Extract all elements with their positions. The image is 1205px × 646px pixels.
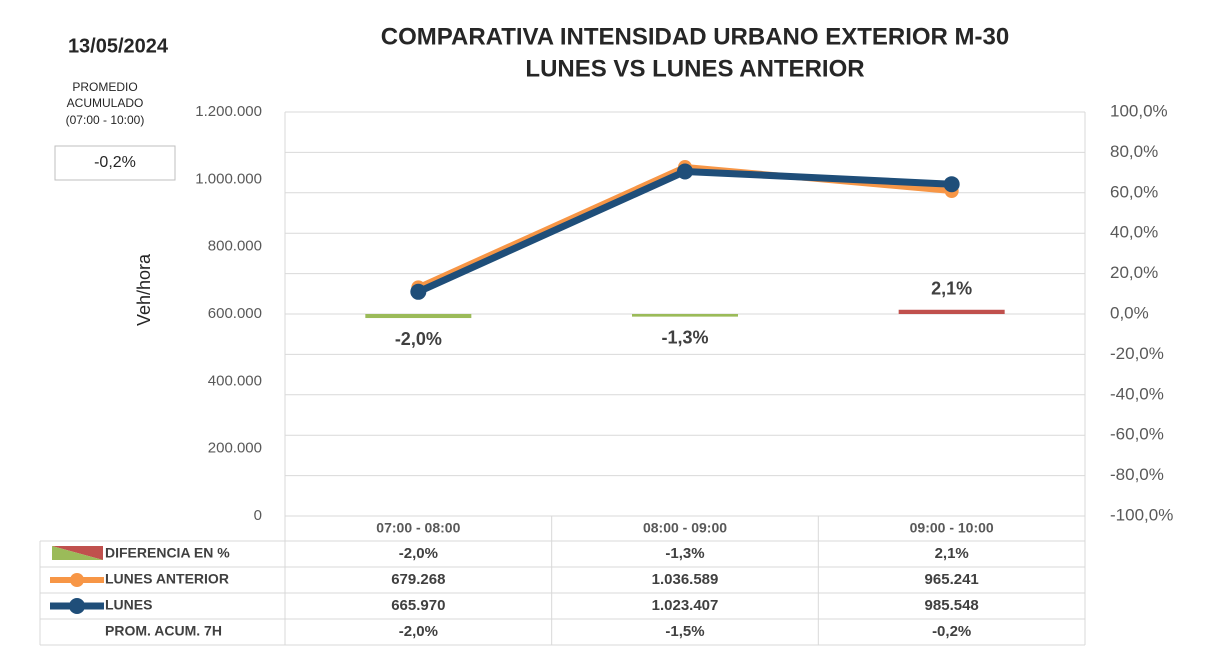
marker bbox=[943, 176, 960, 193]
legend-label: LUNES bbox=[105, 597, 152, 613]
x-tick-label: 07:00 - 08:00 bbox=[376, 520, 460, 536]
x-tick-label: 09:00 - 10:00 bbox=[910, 520, 994, 536]
data-label: 2,1% bbox=[931, 279, 972, 299]
table-cell: -1,5% bbox=[665, 623, 704, 640]
y-tick-label: 200.000 bbox=[208, 440, 262, 457]
table-cell: 679.268 bbox=[391, 571, 445, 588]
legend-label: DIFERENCIA EN % bbox=[105, 545, 230, 561]
legend-key bbox=[69, 598, 85, 614]
summary-label: PROMEDIO bbox=[72, 80, 137, 94]
x-tick-label: 08:00 - 09:00 bbox=[643, 520, 727, 536]
table-cell: 965.241 bbox=[925, 571, 979, 588]
chart-title: COMPARATIVA INTENSIDAD URBANO EXTERIOR M… bbox=[381, 23, 1009, 50]
chart-title: LUNES VS LUNES ANTERIOR bbox=[525, 55, 864, 82]
y2-tick-label: 80,0% bbox=[1110, 142, 1158, 161]
table-cell: 665.970 bbox=[391, 597, 445, 614]
data-label: -2,0% bbox=[395, 329, 442, 349]
legend-key bbox=[52, 546, 103, 560]
y-tick-label: 0 bbox=[254, 507, 262, 524]
data-label: -1,3% bbox=[661, 327, 708, 347]
table-cell: 2,1% bbox=[935, 545, 969, 562]
y-tick-label: 1.000.000 bbox=[195, 170, 262, 187]
marker bbox=[410, 283, 427, 300]
legend-label: LUNES ANTERIOR bbox=[105, 571, 229, 587]
y-axis-title: Veh/hora bbox=[134, 253, 154, 326]
legend-key bbox=[70, 573, 84, 587]
y2-tick-label: -80,0% bbox=[1110, 465, 1164, 484]
y2-tick-label: 100,0% bbox=[1110, 101, 1168, 120]
y2-tick-label: 0,0% bbox=[1110, 303, 1149, 322]
table-cell: 985.548 bbox=[925, 597, 979, 614]
summary-label: ACUMULADO bbox=[67, 96, 144, 110]
y2-tick-label: 40,0% bbox=[1110, 223, 1158, 242]
y2-tick-label: -60,0% bbox=[1110, 425, 1164, 444]
y-tick-label: 600.000 bbox=[208, 305, 262, 322]
y2-tick-label: 20,0% bbox=[1110, 263, 1158, 282]
y2-tick-label: -40,0% bbox=[1110, 384, 1164, 403]
table-cell: -1,3% bbox=[665, 545, 704, 562]
table-cell: 1.036.589 bbox=[652, 571, 719, 588]
table-cell: -2,0% bbox=[399, 545, 438, 562]
summary-value: -0,2% bbox=[94, 154, 136, 171]
table-cell: -0,2% bbox=[932, 623, 971, 640]
y-tick-label: 400.000 bbox=[208, 372, 262, 389]
date: 13/05/2024 bbox=[68, 35, 169, 57]
summary-label: (07:00 - 10:00) bbox=[66, 113, 145, 127]
bar bbox=[898, 309, 1005, 314]
y2-tick-label: -20,0% bbox=[1110, 344, 1164, 363]
table-cell: 1.023.407 bbox=[652, 597, 719, 614]
bar bbox=[365, 314, 472, 319]
bar bbox=[632, 314, 738, 317]
legend-label: PROM. ACUM. 7H bbox=[105, 623, 222, 639]
y-tick-label: 1.200.000 bbox=[195, 103, 262, 120]
summary-box bbox=[54, 145, 176, 181]
y2-tick-label: -100,0% bbox=[1110, 505, 1173, 524]
table-cell: -2,0% bbox=[399, 623, 438, 640]
marker bbox=[677, 163, 693, 180]
y-tick-label: 800.000 bbox=[208, 238, 262, 255]
y2-tick-label: 60,0% bbox=[1110, 182, 1158, 201]
